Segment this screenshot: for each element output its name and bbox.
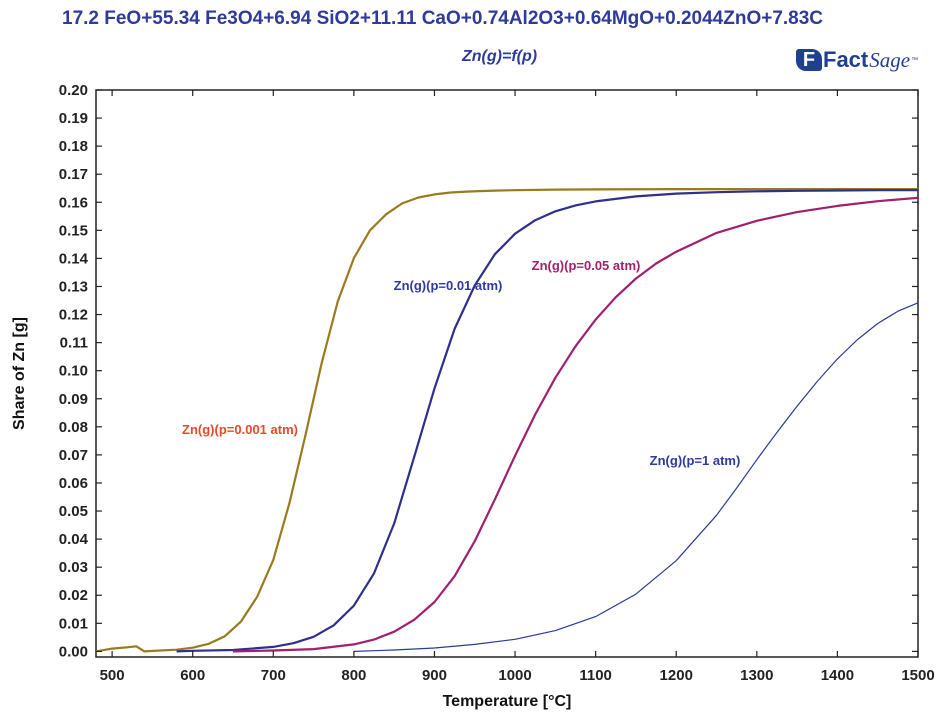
logo-text-fact: Fact [823, 47, 869, 72]
x-tick-label: 800 [341, 667, 366, 684]
curve-label-1: Zn(g)(p=0.01 atm) [394, 278, 503, 293]
y-tick-label: 0.20 [59, 82, 88, 99]
y-tick-label: 0.07 [59, 447, 88, 464]
y-tick-label: 0.06 [59, 475, 88, 492]
x-tick-label: 1100 [579, 667, 612, 684]
y-tick-label: 0.19 [59, 110, 88, 127]
curve-label-2: Zn(g)(p=0.05 atm) [532, 258, 641, 273]
y-tick-label: 0.03 [59, 559, 88, 576]
y-tick-label: 0.17 [59, 166, 88, 183]
x-tick-label: 900 [422, 667, 447, 684]
x-tick-label: 700 [261, 667, 286, 684]
x-tick-label: 1000 [498, 667, 531, 684]
x-tick-label: 600 [180, 667, 205, 684]
series-line-1 [176, 189, 918, 653]
x-tick-label: 1300 [740, 667, 773, 684]
y-tick-label: 0.01 [59, 615, 88, 632]
y-tick-label: 0.15 [59, 222, 88, 239]
y-tick-label: 0.10 [59, 363, 88, 380]
x-tick-label: 1500 [901, 667, 934, 684]
y-tick-label: 0.00 [59, 643, 88, 660]
series-line-0 [95, 188, 918, 653]
x-tick-label: 500 [100, 667, 125, 684]
logo-text-sage: Sage [869, 47, 911, 72]
chart-title: 17.2 FeO+55.34 Fe3O4+6.94 SiO2+11.11 CaO… [62, 8, 824, 29]
y-tick-label: 0.09 [59, 391, 88, 408]
factsage-logo: F Fact Sage ™ [796, 47, 918, 73]
curve-label-0: Zn(g)(p=0.001 atm) [182, 422, 298, 437]
y-tick-label: 0.14 [59, 250, 89, 267]
series-line-3 [353, 302, 919, 652]
x-axis-label: Temperature [°C] [443, 693, 572, 710]
y-tick-label: 0.08 [59, 419, 88, 436]
logo-trademark: ™ [911, 56, 919, 64]
x-tick-label: 1200 [660, 667, 693, 684]
x-tick-label: 1400 [821, 667, 854, 684]
y-axis-label: Share of Zn [g] [11, 317, 28, 430]
series-line-2 [232, 196, 919, 653]
factsage-logo-icon: F [796, 49, 822, 71]
y-tick-label: 0.02 [59, 587, 88, 604]
curve-label-3: Zn(g)(p=1 atm) [650, 453, 741, 468]
y-tick-label: 0.16 [59, 194, 88, 211]
y-tick-label: 0.11 [60, 335, 88, 352]
y-tick-label: 0.12 [59, 307, 88, 324]
plot-area [95, 89, 919, 658]
y-tick-label: 0.04 [59, 531, 89, 548]
y-tick-label: 0.13 [59, 278, 88, 295]
chart-subtitle: Zn(g)=f(p) [462, 48, 538, 65]
y-tick-label: 0.05 [59, 503, 88, 520]
y-tick-label: 0.18 [59, 138, 88, 155]
